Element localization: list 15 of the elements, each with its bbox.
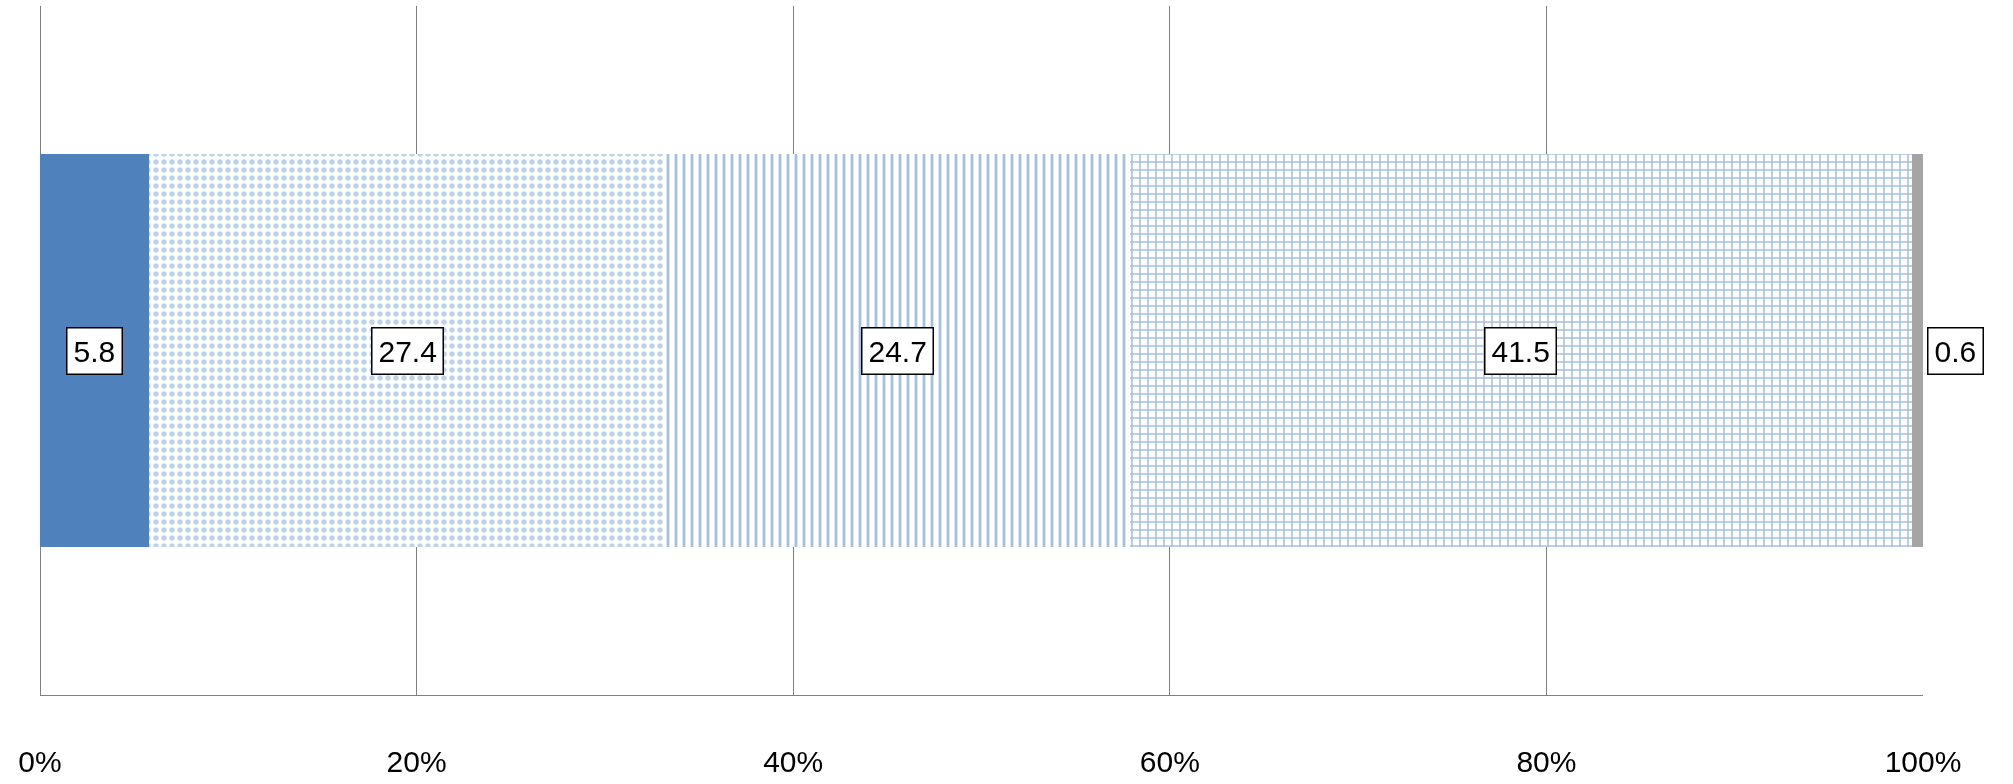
x-tick-label: 20% bbox=[386, 745, 447, 779]
bar bbox=[1130, 154, 1912, 547]
x-tick-label: 80% bbox=[1516, 745, 1577, 779]
x-tick-label: 100% bbox=[1884, 745, 1962, 779]
data-label: 5.8 bbox=[73, 334, 116, 368]
bar bbox=[1911, 154, 1923, 547]
bar bbox=[40, 154, 150, 547]
x-tick-label: 60% bbox=[1139, 745, 1200, 779]
data-label: 41.5 bbox=[1491, 334, 1550, 368]
data-label: 27.4 bbox=[378, 334, 437, 368]
data-label: 24.7 bbox=[868, 334, 927, 368]
bar bbox=[149, 154, 666, 547]
data-label: 0.6 bbox=[1934, 334, 1977, 368]
x-tick-label: 0% bbox=[18, 745, 62, 779]
x-tick-label: 40% bbox=[763, 745, 824, 779]
